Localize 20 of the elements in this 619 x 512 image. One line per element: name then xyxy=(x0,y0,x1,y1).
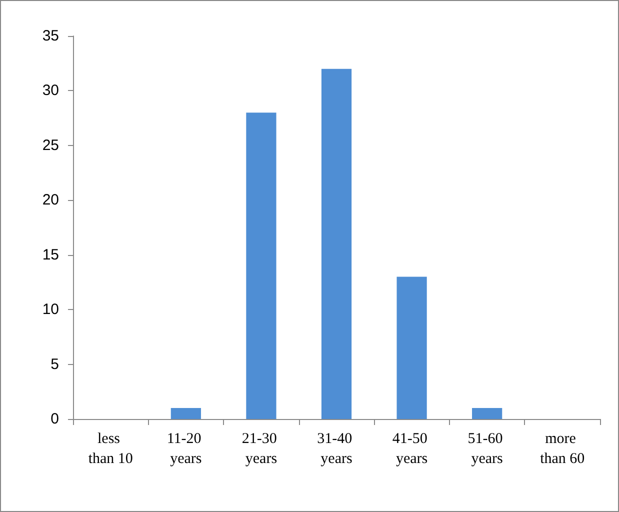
x-tick-label: less than 10 xyxy=(88,431,133,467)
bar xyxy=(472,408,502,419)
y-tick-label: 5 xyxy=(50,356,59,373)
bar xyxy=(246,112,276,419)
x-tick-label: 11-20 years xyxy=(166,431,206,467)
bar xyxy=(396,276,427,419)
bar xyxy=(170,408,201,419)
bar xyxy=(321,68,352,419)
y-tick-label: 35 xyxy=(42,28,59,44)
x-tick-label: 21-30 years xyxy=(242,431,281,467)
x-tick-label: 51-60 years xyxy=(468,431,506,467)
y-tick-label: 25 xyxy=(42,136,59,154)
x-tick-label: more than 60 xyxy=(540,431,585,467)
y-tick-label: 0 xyxy=(50,410,59,428)
x-tick-label: 31-40 years xyxy=(317,431,356,467)
y-tick-label: 30 xyxy=(42,82,59,100)
y-tick-label: 15 xyxy=(42,246,59,264)
y-tick-label: 10 xyxy=(42,301,59,318)
y-tick-label: 20 xyxy=(42,192,59,209)
x-tick-label: 41-50 years xyxy=(392,431,432,467)
